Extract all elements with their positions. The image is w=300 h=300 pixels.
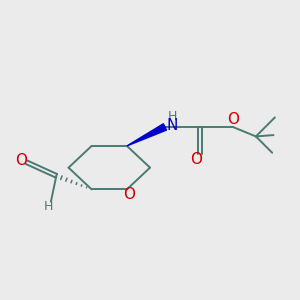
Text: N: N	[167, 118, 178, 133]
Text: O: O	[227, 112, 239, 127]
Text: O: O	[123, 187, 135, 202]
Text: H: H	[44, 200, 53, 213]
Text: H: H	[168, 110, 177, 123]
Polygon shape	[127, 124, 166, 146]
Text: O: O	[16, 152, 28, 167]
Text: O: O	[190, 152, 202, 167]
